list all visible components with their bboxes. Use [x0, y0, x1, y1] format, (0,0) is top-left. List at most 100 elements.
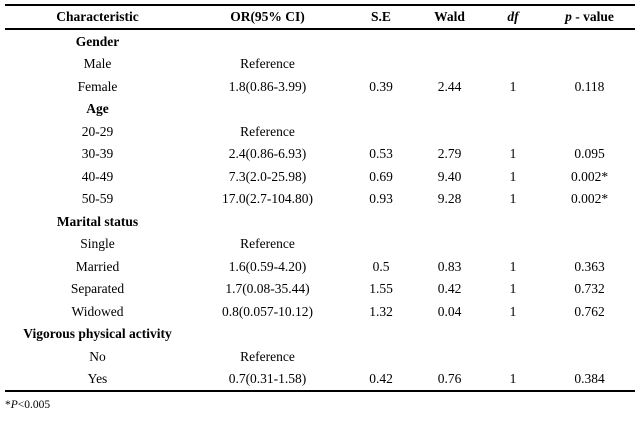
df-cell [482, 323, 544, 346]
p-cell [544, 98, 635, 121]
wald-cell: 9.28 [437, 191, 462, 206]
characteristic-cell: Single [80, 236, 115, 251]
table-row-category-gender: Gender [5, 29, 635, 53]
p-cell [544, 29, 635, 53]
se-cell: 0.42 [369, 371, 393, 386]
characteristic-cell: Separated [70, 281, 125, 296]
se-cell: 1.55 [369, 281, 393, 296]
footnote-threshold: <0.005 [17, 399, 51, 411]
or-cell: 1.8(0.86-3.99) [228, 78, 307, 94]
wald-cell [417, 345, 482, 368]
p-cell [544, 345, 635, 368]
se-cell [345, 323, 417, 346]
se-cell: 0.39 [369, 78, 393, 94]
characteristic-cell: Age [86, 101, 109, 116]
wald-cell [417, 53, 482, 76]
table-row-30-39: 30-39 2.4(0.86-6.93) 0.53 2.79 1 0.095 [5, 143, 635, 166]
wald-cell: 0.42 [437, 281, 462, 296]
or-cell: 1.6(0.59-4.20) [228, 258, 307, 274]
df-cell [482, 53, 544, 76]
se-cell [345, 29, 417, 53]
wald-cell [417, 98, 482, 121]
se-cell: 0.53 [369, 146, 393, 161]
df-cell: 1 [509, 146, 517, 161]
or-cell: 2.4(0.86-6.93) [228, 146, 307, 161]
header-or-ci: OR(95% CI) [190, 5, 345, 30]
table-row-no: No Reference [5, 345, 635, 368]
or-cell: 0.7(0.31-1.58) [228, 371, 307, 386]
table-row-yes: Yes 0.7(0.31-1.58) 0.42 0.76 1 0.384 [5, 368, 635, 392]
table-row-40-49: 40-49 7.3(2.0-25.98) 0.69 9.40 1 0.002* [5, 165, 635, 188]
wald-cell: 9.40 [437, 168, 462, 184]
header-se: S.E [345, 5, 417, 30]
footnote-p-italic: P [10, 399, 18, 411]
se-cell: 0.5 [372, 258, 390, 274]
or-cell [190, 323, 345, 346]
df-cell [482, 98, 544, 121]
se-cell [345, 345, 417, 368]
header-p-italic: p [565, 9, 572, 24]
header-wald: Wald [417, 5, 482, 30]
se-cell [345, 233, 417, 256]
df-cell: 1 [509, 281, 517, 296]
se-cell [345, 98, 417, 121]
characteristic-cell: Female [77, 78, 118, 94]
or-cell: 1.7(0.08-35.44) [225, 281, 310, 296]
se-cell [345, 53, 417, 76]
table-row-category-age: Age [5, 98, 635, 121]
p-cell: 0.002* [570, 168, 609, 184]
wald-cell: 2.79 [437, 146, 462, 161]
table-row-single: Single Reference [5, 233, 635, 256]
se-cell: 0.93 [369, 191, 393, 206]
characteristic-cell: Married [75, 258, 120, 274]
table-row-separated: Separated 1.7(0.08-35.44) 1.55 0.42 1 0.… [5, 278, 635, 301]
page: Characteristic OR(95% CI) S.E Wald df p … [0, 4, 640, 423]
or-cell [190, 29, 345, 53]
table-row-male: Male Reference [5, 53, 635, 76]
wald-cell [417, 233, 482, 256]
or-cell [190, 98, 345, 121]
table-row-20-29: 20-29 Reference [5, 120, 635, 143]
header-p-value: p - value [544, 5, 635, 30]
header-p-rest: - value [571, 9, 614, 24]
p-cell: 0.732 [574, 281, 605, 296]
df-cell [482, 29, 544, 53]
characteristic-cell: Gender [75, 33, 120, 49]
df-cell [482, 233, 544, 256]
p-cell [544, 53, 635, 76]
df-cell: 1 [509, 303, 517, 319]
wald-cell [417, 323, 482, 346]
characteristic-cell: No [89, 348, 106, 364]
characteristic-cell: Male [83, 56, 112, 71]
wald-cell: 2.44 [437, 78, 462, 94]
characteristic-cell: 20-29 [81, 123, 114, 139]
p-cell [544, 323, 635, 346]
wald-cell [417, 120, 482, 143]
characteristic-cell: 40-49 [81, 168, 114, 184]
characteristic-cell: 50-59 [81, 191, 114, 206]
footnote-asterisk: * [5, 399, 11, 411]
df-cell: 1 [509, 78, 517, 94]
df-cell: 1 [509, 168, 517, 184]
characteristic-cell: Vigorous physical activity [23, 326, 172, 341]
df-cell [482, 345, 544, 368]
table-row-category-vigorous-physical-activity: Vigorous physical activity [5, 323, 635, 346]
se-cell: 0.69 [369, 168, 393, 184]
or-cell: Reference [240, 348, 295, 364]
wald-cell [417, 210, 482, 233]
results-table: Characteristic OR(95% CI) S.E Wald df p … [5, 4, 635, 392]
df-cell: 1 [509, 191, 517, 206]
or-cell: Reference [240, 236, 295, 251]
df-cell [482, 120, 544, 143]
wald-cell: 0.76 [437, 371, 462, 386]
df-cell: 1 [509, 371, 517, 386]
header-df: df [482, 5, 544, 30]
or-cell: 7.3(2.0-25.98) [228, 168, 307, 184]
footnote-significance: *P<0.005 [5, 399, 640, 411]
table-row-50-59: 50-59 17.0(2.7-104.80) 0.93 9.28 1 0.002… [5, 188, 635, 211]
p-cell: 0.363 [574, 258, 605, 274]
p-cell: 0.002* [570, 191, 609, 206]
wald-cell: 0.04 [437, 303, 462, 319]
df-cell [482, 210, 544, 233]
or-cell: Reference [240, 56, 295, 71]
